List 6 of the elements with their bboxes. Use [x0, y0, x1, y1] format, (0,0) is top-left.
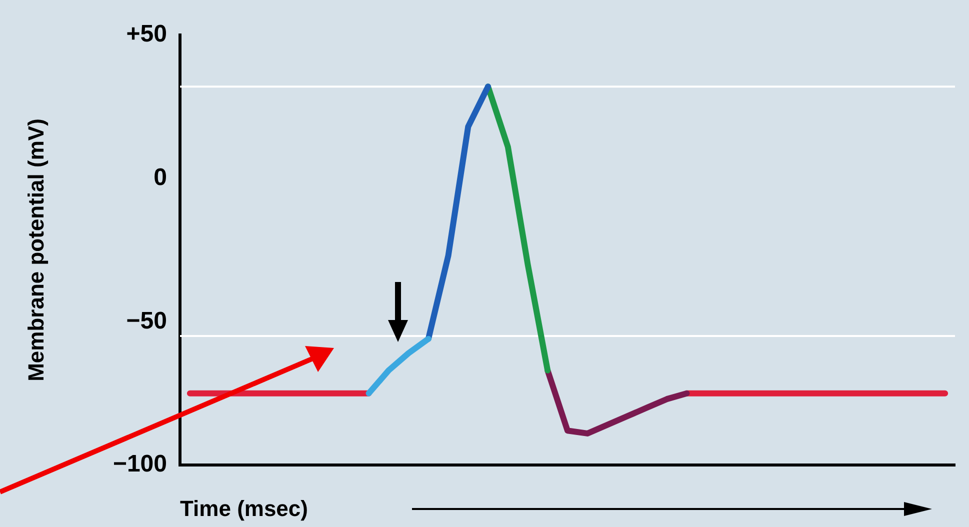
y-tick-label: −50 — [126, 307, 167, 334]
y-tick-label: +50 — [126, 20, 167, 48]
x-axis-title: Time (msec) — [180, 496, 308, 521]
y-tick-label: −100 — [112, 450, 167, 478]
y-axis-title: Membrane potential (mV) — [23, 118, 48, 382]
y-tick-label: 0 — [154, 164, 167, 191]
